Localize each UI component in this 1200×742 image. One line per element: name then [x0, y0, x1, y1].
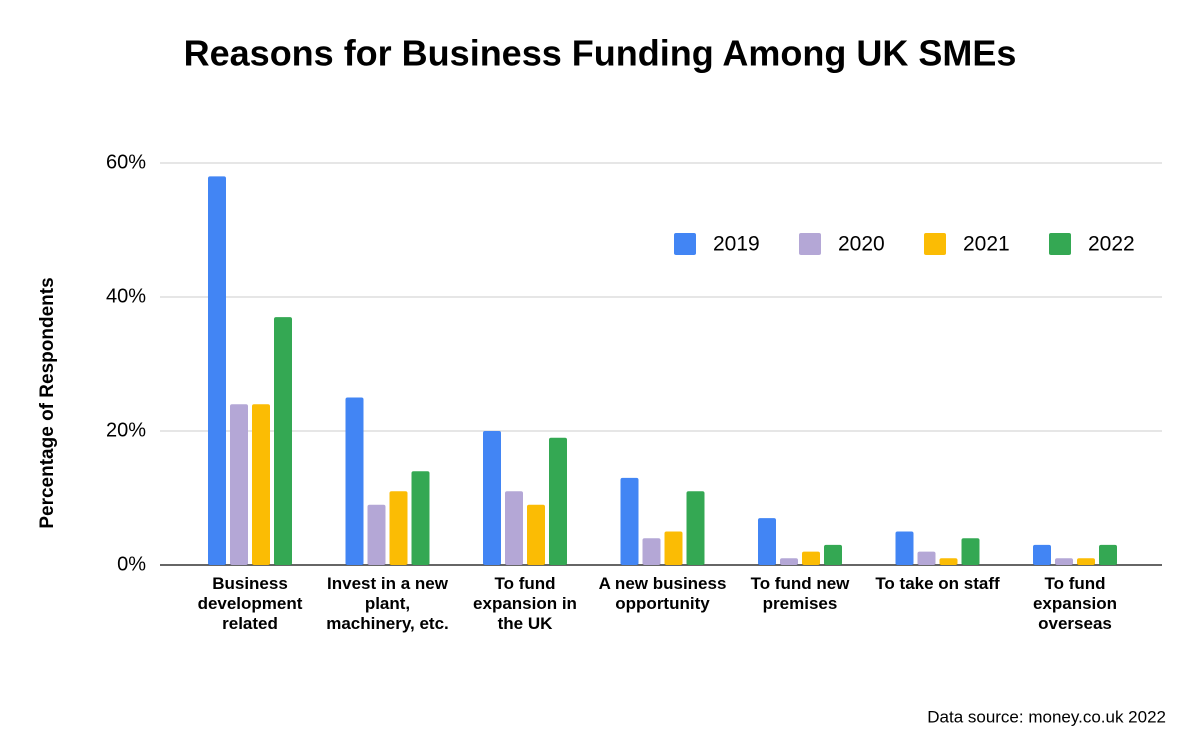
bar	[505, 491, 523, 565]
chart-title: Reasons for Business Funding Among UK SM…	[184, 33, 1017, 74]
bar	[1099, 544, 1117, 565]
bar	[527, 504, 545, 565]
source-note: Data source: money.co.uk 2022	[927, 707, 1166, 726]
bar	[252, 404, 270, 565]
bar	[389, 491, 408, 565]
bar	[549, 437, 567, 565]
legend-swatch	[924, 233, 946, 255]
legend-label: 2021	[963, 233, 1010, 256]
legend-label: 2019	[713, 233, 760, 256]
legend-label: 2022	[1088, 233, 1135, 256]
bar	[758, 518, 776, 565]
bar	[230, 404, 248, 565]
bar	[1055, 558, 1073, 565]
bar	[483, 431, 501, 565]
bar	[686, 491, 705, 565]
legend-swatch	[799, 233, 821, 255]
bar	[802, 551, 820, 565]
bar	[939, 558, 958, 565]
bar	[620, 477, 639, 565]
y-tick-label: 20%	[106, 419, 146, 441]
y-axis-label: Percentage of Respondents	[37, 277, 58, 528]
y-tick-label: 0%	[117, 553, 146, 575]
y-tick-label: 40%	[106, 285, 146, 307]
legend-swatch	[1049, 233, 1071, 255]
x-tick-label: A new business opportunity	[598, 574, 727, 613]
bar	[917, 551, 936, 565]
legend-label: 2020	[838, 233, 885, 256]
bar	[345, 397, 364, 565]
x-tick-label: Invest in a new plant, machinery, etc.	[326, 574, 449, 633]
bar	[208, 176, 226, 565]
bar	[961, 538, 980, 565]
x-tick-label: To fund expansion in the UK	[473, 574, 577, 633]
bar	[824, 544, 842, 565]
bar	[895, 531, 914, 565]
y-tick-label: 60%	[106, 151, 146, 173]
bar	[1077, 558, 1095, 565]
legend-swatch	[674, 233, 696, 255]
x-tick-label: To take on staff	[875, 574, 1000, 593]
bar	[1033, 544, 1051, 565]
bar	[664, 531, 683, 565]
x-tick-label: To fund expansion overseas	[1032, 574, 1118, 633]
bar	[274, 317, 292, 565]
bar	[780, 558, 798, 565]
x-tick-label: To fund new premises	[750, 574, 850, 613]
bar	[367, 504, 386, 565]
bar	[411, 471, 430, 565]
bar	[642, 538, 661, 565]
x-tick-label: Business development related	[197, 574, 303, 633]
